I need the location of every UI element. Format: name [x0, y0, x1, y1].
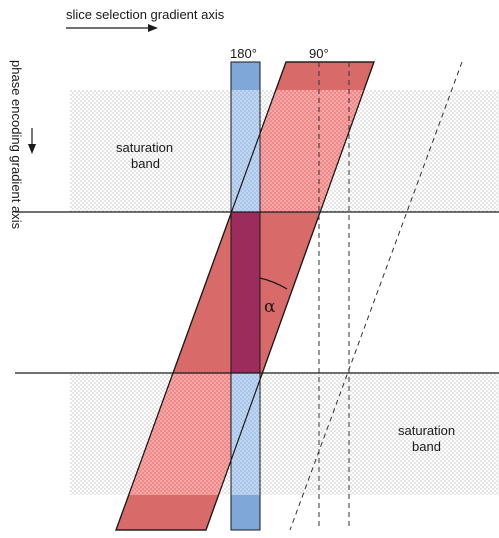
- sat-top-line2: band: [131, 156, 160, 171]
- slice-axis-arrowhead: [148, 24, 158, 32]
- sat-bottom-line2: band: [412, 439, 441, 454]
- label-180: 180°: [230, 46, 257, 61]
- label-90: 90°: [309, 46, 329, 61]
- phase-axis-label: phase encoding gradient axis: [9, 60, 24, 230]
- dashed-line-oblique: [289, 61, 463, 531]
- angle-arc: [259, 277, 288, 290]
- phase-axis-arrowhead: [28, 144, 36, 154]
- slice-axis-label: slice selection gradient axis: [66, 7, 225, 22]
- angle-alpha-label: α: [264, 297, 276, 317]
- overlap-region: [231, 212, 260, 373]
- sat-top-line1: saturation: [116, 140, 173, 155]
- sat-bottom-line1: saturation: [398, 423, 455, 438]
